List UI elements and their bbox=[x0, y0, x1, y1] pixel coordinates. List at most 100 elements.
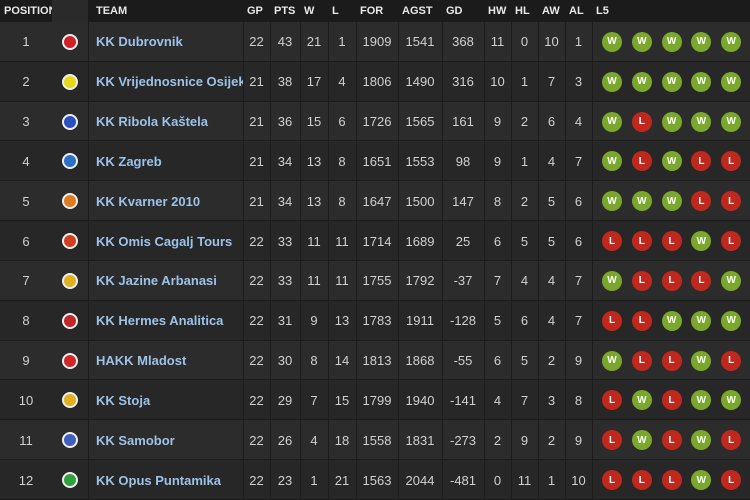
stat-cell: 5 bbox=[520, 353, 529, 369]
stat-cell: 22 bbox=[249, 233, 264, 249]
form-badge: W bbox=[691, 350, 712, 371]
form-badge: W bbox=[631, 390, 652, 411]
team-logo bbox=[62, 432, 78, 449]
form-badge: L bbox=[661, 430, 682, 451]
form-badge: W bbox=[602, 111, 622, 132]
form-badge: W bbox=[721, 390, 742, 411]
team-logo bbox=[62, 193, 78, 210]
form-badge: W bbox=[661, 310, 682, 331]
stat-cell: 1 bbox=[520, 74, 529, 90]
stat-cell: 11 bbox=[307, 273, 321, 289]
stat-cell: 7 bbox=[574, 153, 583, 169]
column-divider bbox=[398, 0, 399, 500]
form-badge: W bbox=[691, 470, 712, 491]
stat-cell: 22 bbox=[249, 273, 264, 289]
stat-cell: 22 bbox=[249, 313, 264, 329]
stat-cell: 2 bbox=[22, 74, 30, 90]
form-badge: W bbox=[602, 191, 622, 212]
form-badge: W bbox=[602, 31, 622, 52]
stat-cell: 7 bbox=[493, 273, 502, 289]
stat-cell: 147 bbox=[452, 193, 474, 209]
column-header: GP bbox=[243, 0, 270, 22]
form-badge: W bbox=[661, 111, 682, 132]
stat-cell: 1911 bbox=[406, 313, 434, 329]
stat-cell: 1 bbox=[520, 153, 529, 169]
column-header: FOR bbox=[356, 0, 398, 22]
column-divider bbox=[243, 0, 244, 500]
column-divider bbox=[300, 0, 301, 500]
table-row bbox=[0, 460, 750, 500]
stat-cell: 6 bbox=[520, 313, 529, 329]
column-divider bbox=[442, 0, 443, 500]
stat-cell: 22 bbox=[249, 34, 264, 50]
stat-cell: 4 bbox=[547, 273, 556, 289]
form-badge: L bbox=[691, 151, 712, 172]
stat-cell: 38 bbox=[277, 74, 293, 90]
column-header: L5 bbox=[592, 0, 750, 22]
stat-cell: 1714 bbox=[362, 233, 392, 249]
stat-cell: 5 bbox=[547, 233, 556, 249]
stat-cell: 2 bbox=[493, 432, 502, 448]
stat-cell: 2 bbox=[520, 114, 529, 130]
stat-cell: 1813 bbox=[362, 353, 392, 369]
stat-cell: -37 bbox=[453, 273, 473, 289]
team-name: HAKK Mladost bbox=[96, 353, 187, 369]
stat-cell: 22 bbox=[249, 472, 264, 488]
stat-cell: 14 bbox=[334, 353, 350, 369]
team-logo bbox=[62, 113, 78, 130]
form-badge: W bbox=[602, 71, 622, 92]
stat-cell: 4 bbox=[547, 153, 556, 169]
team-logo bbox=[62, 352, 78, 369]
stat-cell: 21 bbox=[249, 114, 264, 130]
stat-cell: 1868 bbox=[405, 353, 435, 369]
stat-cell: 7 bbox=[574, 273, 583, 289]
stat-cell: 1726 bbox=[362, 114, 392, 130]
stat-cell: 1792 bbox=[405, 273, 435, 289]
stat-cell: 36 bbox=[277, 114, 293, 130]
column-divider bbox=[592, 0, 593, 500]
form-badge: W bbox=[661, 31, 682, 52]
stat-cell: 43 bbox=[277, 34, 293, 50]
stat-cell: 21 bbox=[334, 472, 350, 488]
stat-cell: -55 bbox=[453, 353, 473, 369]
table-row bbox=[0, 22, 750, 62]
stat-cell: 3 bbox=[574, 74, 583, 90]
stat-cell: 1 bbox=[338, 34, 346, 50]
stat-cell: 1541 bbox=[405, 34, 435, 50]
form-badge: W bbox=[721, 111, 742, 132]
form-badge: L bbox=[631, 151, 652, 172]
column-divider bbox=[484, 0, 485, 500]
stat-cell: 2 bbox=[547, 432, 556, 448]
stat-cell: 23 bbox=[277, 472, 293, 488]
stat-cell: 33 bbox=[277, 273, 293, 289]
column-header: AL bbox=[565, 0, 592, 22]
stat-cell: -481 bbox=[449, 472, 477, 488]
form-badge: L bbox=[661, 350, 682, 371]
stat-cell: 2044 bbox=[405, 472, 435, 488]
stat-cell: 6 bbox=[574, 193, 583, 209]
table-row bbox=[0, 261, 750, 301]
stat-cell: 15 bbox=[306, 114, 322, 130]
stat-cell: 3 bbox=[547, 392, 556, 408]
stat-cell: 21 bbox=[249, 74, 264, 90]
form-badge: L bbox=[721, 350, 742, 371]
form-badge: L bbox=[691, 191, 712, 212]
stat-cell: 25 bbox=[455, 233, 471, 249]
stat-cell: 6 bbox=[22, 233, 30, 249]
table-row bbox=[0, 340, 750, 381]
form-badge: L bbox=[602, 390, 622, 411]
stat-cell: 34 bbox=[277, 193, 293, 209]
stat-cell: 8 bbox=[574, 392, 583, 408]
stat-cell: -141 bbox=[449, 392, 477, 408]
stat-cell: 22 bbox=[249, 353, 264, 369]
stat-cell: 34 bbox=[277, 153, 293, 169]
stat-cell: 1565 bbox=[405, 114, 435, 130]
stat-cell: 11 bbox=[19, 432, 33, 448]
column-divider bbox=[565, 0, 566, 500]
form-badge: W bbox=[721, 31, 742, 52]
stat-cell: 6 bbox=[547, 114, 556, 130]
stat-cell: 1689 bbox=[405, 233, 435, 249]
team-name: KK Dubrovnik bbox=[96, 34, 183, 50]
form-badge: W bbox=[691, 390, 712, 411]
stat-cell: 11 bbox=[335, 273, 349, 289]
